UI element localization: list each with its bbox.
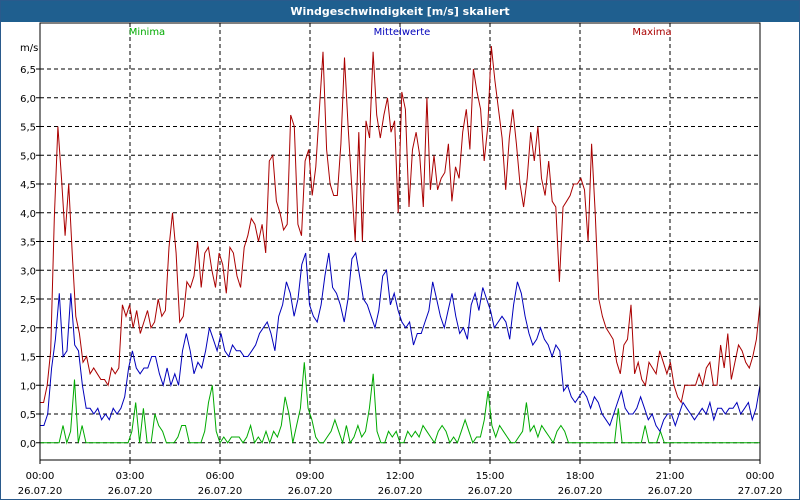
- series-maxima-line: [40, 45, 761, 404]
- legend-mittelwerte: Mittelwerte: [374, 27, 431, 38]
- y-tick-label: 2,0: [20, 324, 36, 335]
- x-tick-date: 26.07.20: [378, 486, 423, 497]
- x-tick-time: 09:00: [296, 471, 325, 482]
- y-tick-label: 4,5: [20, 180, 36, 191]
- y-tick-label: 2,5: [20, 295, 36, 306]
- x-tick-time: 00:00: [26, 471, 55, 482]
- y-tick-label: 0,5: [20, 410, 36, 421]
- y-tick-label: 1,5: [20, 353, 36, 364]
- y-axis-ticks: 0,0 0,5 1,0 1,5 2,0 2,5 3,0 3,5 4,0 4,5 5,0 5,5 6,0 6…: [20, 65, 40, 450]
- x-tick-time: 21:00: [656, 471, 685, 482]
- x-tick-time: 06:00: [206, 471, 235, 482]
- series-lines: [40, 45, 761, 445]
- y-tick-label: 3,0: [20, 266, 36, 277]
- y-tick-label: 4,0: [20, 209, 36, 220]
- y-tick-label: 5,0: [20, 151, 36, 162]
- x-tick-date: 26.07.20: [468, 486, 513, 497]
- y-axis-label: m/s: [20, 43, 38, 54]
- series-minima-line: [40, 362, 760, 445]
- legend-minima: Minima: [129, 27, 165, 38]
- x-tick-date: 26.07.20: [18, 486, 63, 497]
- x-tick-time: 12:00: [386, 471, 415, 482]
- x-tick-date: 26.07.20: [198, 486, 243, 497]
- y-tick-label: 3,5: [20, 238, 36, 249]
- x-tick-date: 26.07.20: [648, 486, 693, 497]
- x-tick-time: 15:00: [476, 471, 505, 482]
- y-tick-label: 1,0: [20, 381, 36, 392]
- y-tick-label: 0,0: [20, 439, 36, 450]
- x-tick-time: 18:00: [566, 471, 595, 482]
- plot-border: [39, 22, 761, 461]
- legend-maxima: Maxima: [632, 27, 671, 38]
- y-tick-label: 6,0: [20, 94, 36, 105]
- x-tick-date: 27.07.20: [738, 486, 783, 497]
- x-tick-date: 26.07.20: [288, 486, 333, 497]
- x-tick-date: 26.07.20: [108, 486, 153, 497]
- series-mittelwerte-line: [40, 251, 761, 433]
- y-tick-label: 6,5: [20, 65, 36, 76]
- grid: [40, 23, 760, 460]
- x-axis-ticks: 00:00 26.07.20 03:00 26.07.20 06:00 26.07.20 0…: [18, 460, 783, 497]
- window-title: Windgeschwindigkeit [m/s] skaliert: [1, 1, 799, 22]
- x-tick-time: 00:00: [746, 471, 775, 482]
- y-tick-label: 5,5: [20, 123, 36, 134]
- x-tick-time: 03:00: [116, 471, 145, 482]
- x-tick-date: 26.07.20: [558, 486, 603, 497]
